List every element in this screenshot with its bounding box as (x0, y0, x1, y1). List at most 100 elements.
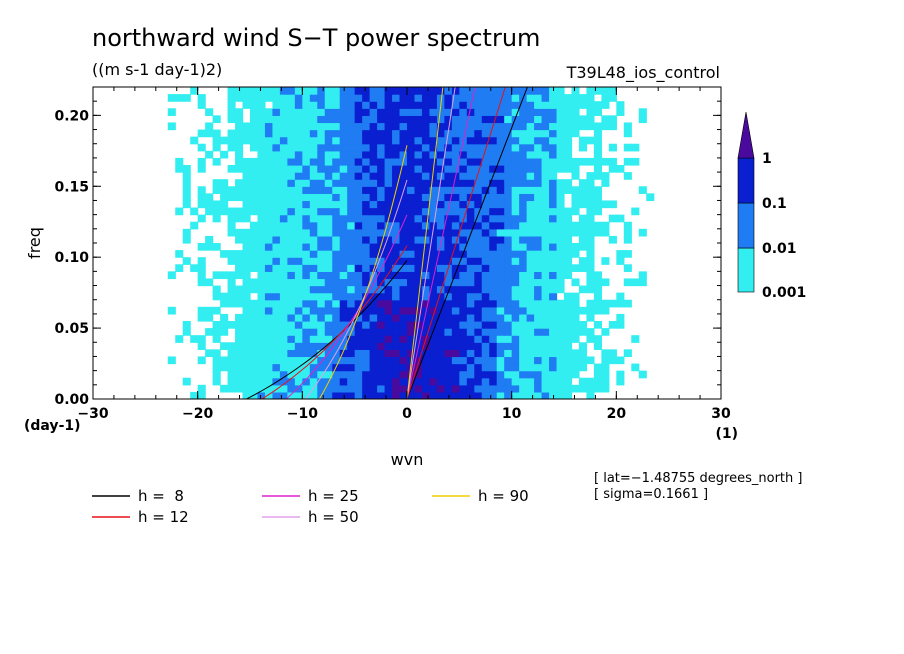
heatmap-cell (242, 200, 251, 209)
heatmap-cell (399, 179, 408, 187)
heatmap-cell (451, 94, 460, 102)
heatmap-cell (429, 257, 438, 265)
heatmap-cell (235, 384, 244, 393)
heatmap-cell (384, 335, 393, 343)
heatmap-cell (429, 186, 438, 194)
heatmap-cell (466, 306, 475, 315)
heatmap-cell (362, 370, 371, 379)
heatmap-cell (324, 228, 333, 237)
heatmap-cell (339, 370, 348, 379)
heatmap-cell (474, 122, 483, 131)
heatmap-cell (235, 136, 244, 145)
heatmap-cell (264, 122, 274, 131)
heatmap-cell (549, 271, 558, 280)
heatmap-cell (279, 150, 288, 159)
heatmap-cell (235, 122, 244, 131)
heatmap-cell (549, 172, 558, 180)
heatmap-cell (578, 342, 588, 350)
heatmap-cell (541, 165, 550, 173)
heatmap-cell (541, 250, 550, 258)
heatmap-cell (377, 356, 386, 365)
heatmap-cell (250, 94, 259, 102)
heatmap-cell (257, 228, 266, 237)
heatmap-cell (444, 342, 453, 350)
heatmap-cell (250, 356, 259, 365)
heatmap-cell (362, 306, 371, 315)
heatmap-cell (399, 172, 408, 180)
heatmap-cell (377, 349, 386, 358)
heatmap-cell (279, 143, 288, 152)
heatmap-cell (235, 235, 244, 244)
heatmap-cell (504, 292, 513, 301)
heatmap-cell (354, 115, 363, 124)
heatmap-cell (332, 94, 341, 102)
heatmap-cell (608, 143, 617, 152)
heatmap-cell (354, 228, 363, 237)
heatmap-cell (564, 384, 573, 393)
heatmap-cell (227, 214, 236, 223)
heatmap-cell (339, 157, 348, 166)
heatmap-cell (324, 193, 333, 202)
heatmap-cell (489, 271, 498, 280)
heatmap-cell (496, 115, 505, 124)
heatmap-cell (466, 321, 475, 329)
heatmap-cell (399, 264, 408, 272)
heatmap-cell (279, 285, 288, 294)
heatmap-cell (354, 356, 363, 365)
heatmap-cell (362, 313, 371, 322)
heatmap-cell (556, 150, 565, 159)
heatmap-cell (399, 115, 408, 124)
legend-label: h = 8 (138, 487, 184, 505)
heatmap-cell (339, 193, 348, 202)
heatmap-cell (578, 94, 588, 102)
heatmap-cell (407, 243, 416, 251)
heatmap-cell (242, 122, 251, 131)
heatmap-cell (354, 370, 363, 379)
heatmap-cell (556, 94, 565, 102)
heatmap-cell (384, 179, 393, 187)
heatmap-cell (436, 299, 445, 308)
heatmap-cell (474, 299, 483, 308)
heatmap-cell (459, 299, 468, 308)
heatmap-cell (608, 200, 617, 209)
heatmap-cell (377, 193, 386, 202)
heatmap-cell (451, 321, 460, 329)
heatmap-cell (182, 165, 191, 173)
heatmap-cell (287, 384, 296, 393)
heatmap-cell (279, 101, 288, 109)
heatmap-cell (519, 157, 528, 166)
heatmap-cell (377, 271, 386, 280)
heatmap-cell (264, 299, 274, 308)
heatmap-cell (421, 278, 431, 287)
heatmap-cell (504, 278, 513, 287)
heatmap-cell (212, 115, 221, 124)
heatmap-cell (526, 271, 535, 280)
heatmap-cell (339, 349, 348, 358)
heatmap-cell (407, 250, 416, 258)
kelvin-curve-h8 (406, 87, 529, 399)
heatmap-cell (279, 193, 288, 202)
heatmap-cell (264, 250, 274, 258)
heatmap-cell (294, 285, 303, 294)
heatmap-cell (257, 250, 266, 258)
heatmap-cell (489, 165, 498, 173)
heatmap-cell (332, 207, 341, 216)
x-tick-label: 0 (402, 406, 412, 422)
heatmap-cell (332, 214, 341, 223)
heatmap-cell (324, 172, 333, 180)
heatmap-cell (526, 243, 535, 251)
x-tick-label: 10 (502, 406, 522, 422)
heatmap-cell (384, 370, 393, 379)
heatmap-cell (264, 370, 274, 379)
heatmap-cell (571, 335, 580, 343)
heatmap-cell (504, 221, 513, 230)
heatmap-cell (407, 228, 416, 237)
heatmap-cell (407, 299, 416, 308)
heatmap-cell (519, 257, 528, 265)
heatmap-cell (489, 87, 498, 95)
heatmap-cell (421, 370, 431, 379)
heatmap-cell (235, 321, 244, 329)
heatmap-cell (339, 228, 348, 237)
heatmap-cell (504, 257, 513, 265)
heatmap-cell (481, 363, 490, 372)
